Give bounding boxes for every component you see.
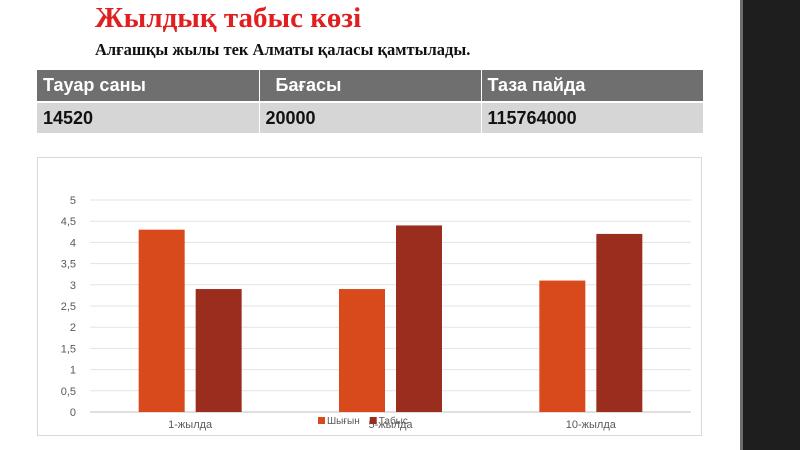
y-tick-label: 4 xyxy=(70,237,76,249)
x-tick-label: 1-жылда xyxy=(168,419,213,431)
table-header-cell: Бағасы xyxy=(259,70,482,103)
y-tick-label: 1,5 xyxy=(61,343,76,355)
chart-bar xyxy=(195,289,242,412)
chart-bar xyxy=(138,229,185,412)
y-tick-label: 0 xyxy=(70,407,76,419)
table-header-cell: Таза пайда xyxy=(481,70,704,103)
y-tick-label: 5 xyxy=(70,195,76,207)
table-header-cell: Тауар саны xyxy=(37,70,260,103)
chart-bar xyxy=(539,280,586,412)
side-decoration-bar xyxy=(740,0,800,450)
bar-chart: 0 0,5 1 1,5 2 2,5 3 3,5 4 4,5 5 1-жылда 5-жылда 10-жы… xyxy=(37,157,702,436)
y-tick-label: 3 xyxy=(70,280,76,292)
legend-swatch xyxy=(369,417,377,424)
table-cell: 14520 xyxy=(37,102,260,133)
summary-table: Тауар саны Бағасы Таза пайда 14520 20000… xyxy=(37,70,704,133)
table-header-row: Тауар саны Бағасы Таза пайда xyxy=(37,70,704,103)
chart-bar xyxy=(339,289,385,412)
table-row: 14520 20000 115764000 xyxy=(37,102,704,133)
slide-title: Жылдық табыс көзі xyxy=(95,2,362,34)
legend-label: Табыс xyxy=(379,415,408,427)
y-tick-label: 4,5 xyxy=(61,216,76,228)
y-tick-label: 0,5 xyxy=(61,386,76,398)
y-tick-label: 3,5 xyxy=(61,259,76,271)
table-cell: 20000 xyxy=(259,102,482,133)
chart-bar xyxy=(596,233,643,412)
y-tick-label: 2,5 xyxy=(61,301,76,313)
legend-swatch xyxy=(318,417,325,424)
y-tick-label: 1 xyxy=(70,365,76,377)
y-tick-label: 2 xyxy=(70,322,76,334)
chart-canvas: 0 0,5 1 1,5 2 2,5 3 3,5 4 4,5 5 1-жылда 5-жылда 10-жы… xyxy=(61,195,691,431)
slide-subtitle: Алғашқы жылы тек Алматы қаласы қамтылады… xyxy=(95,40,471,59)
legend-label: Шығын xyxy=(327,416,360,427)
chart-bar xyxy=(396,225,442,412)
table-cell: 115764000 xyxy=(481,102,704,133)
x-tick-label: 10-жылда xyxy=(566,419,617,431)
x-tick-label: 5-жылда xyxy=(369,419,414,431)
